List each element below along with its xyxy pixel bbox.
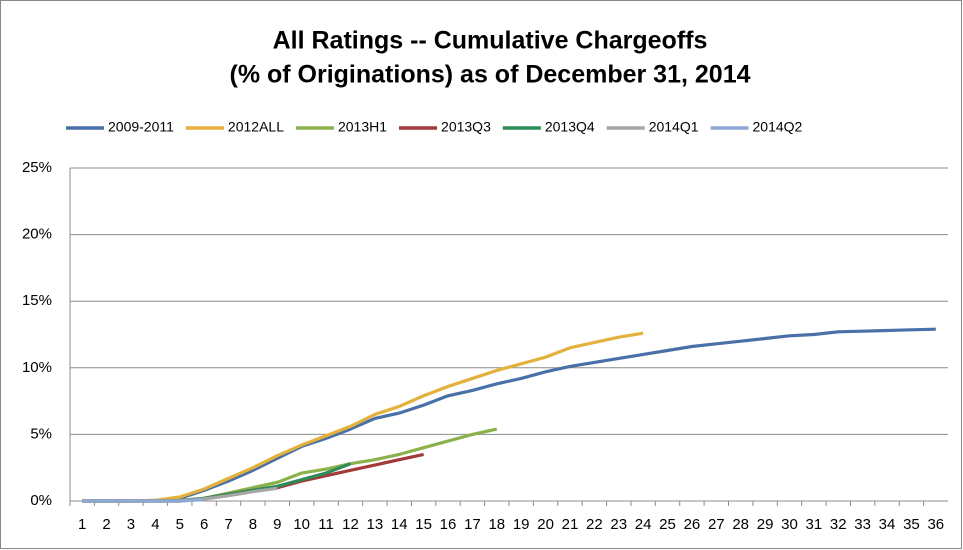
legend-label: 2012ALL — [228, 119, 284, 135]
y-tick-label: 25% — [22, 159, 52, 176]
legend-label: 2013H1 — [338, 119, 387, 135]
y-tick-label: 0% — [30, 492, 52, 509]
x-tick-label: 31 — [806, 516, 823, 533]
x-tick-label: 36 — [927, 516, 944, 533]
x-tick-label: 29 — [757, 516, 774, 533]
x-tick-label: 2 — [102, 516, 110, 533]
x-tick-label: 3 — [127, 516, 135, 533]
x-tick-label: 27 — [708, 516, 725, 533]
legend-label: 2014Q2 — [753, 119, 803, 135]
x-tick-label: 10 — [293, 516, 310, 533]
x-tick-label: 12 — [342, 516, 359, 533]
y-tick-label: 5% — [30, 425, 52, 442]
x-tick-label: 17 — [464, 516, 481, 533]
y-tick-label: 10% — [22, 359, 52, 376]
x-tick-label: 16 — [440, 516, 457, 533]
x-tick-label: 15 — [415, 516, 432, 533]
legend-label: 2009-2011 — [108, 119, 174, 135]
series-line — [82, 331, 644, 503]
x-tick-label: 20 — [537, 516, 554, 533]
legend-label: 2013Q4 — [545, 119, 595, 135]
x-tick-label: 22 — [586, 516, 603, 533]
x-tick-label: 19 — [513, 516, 530, 533]
x-tick-label: 6 — [200, 516, 208, 533]
x-tick-label: 26 — [684, 516, 701, 533]
x-tick-label: 32 — [830, 516, 847, 533]
y-tick-label: 20% — [22, 226, 52, 243]
x-tick-label: 35 — [903, 516, 920, 533]
series-line — [82, 498, 205, 503]
x-tick-label: 9 — [273, 516, 281, 533]
series-line — [82, 327, 936, 503]
x-tick-label: 8 — [249, 516, 257, 533]
y-tick-label: 15% — [22, 292, 52, 309]
chart-title: All Ratings -- Cumulative Chargeoffs — [273, 27, 708, 55]
x-tick-label: 33 — [854, 516, 871, 533]
x-tick-label: 14 — [391, 516, 408, 533]
x-tick-label: 4 — [151, 516, 159, 533]
x-tick-label: 28 — [732, 516, 749, 533]
x-tick-label: 23 — [610, 516, 627, 533]
x-tick-label: 13 — [367, 516, 384, 533]
x-tick-label: 30 — [781, 516, 798, 533]
legend-label: 2013Q3 — [441, 119, 491, 135]
x-tick-label: 11 — [318, 516, 334, 533]
chart-title: (% of Originations) as of December 31, 2… — [230, 61, 751, 89]
x-tick-label: 1 — [78, 516, 86, 533]
x-tick-label: 21 — [562, 516, 579, 533]
legend-label: 2014Q1 — [649, 119, 699, 135]
x-tick-label: 5 — [176, 516, 184, 533]
x-tick-label: 7 — [224, 516, 232, 533]
x-tick-label: 18 — [488, 516, 505, 533]
x-tick-label: 24 — [635, 516, 652, 533]
x-tick-label: 25 — [659, 516, 676, 533]
x-tick-label: 34 — [879, 516, 896, 533]
